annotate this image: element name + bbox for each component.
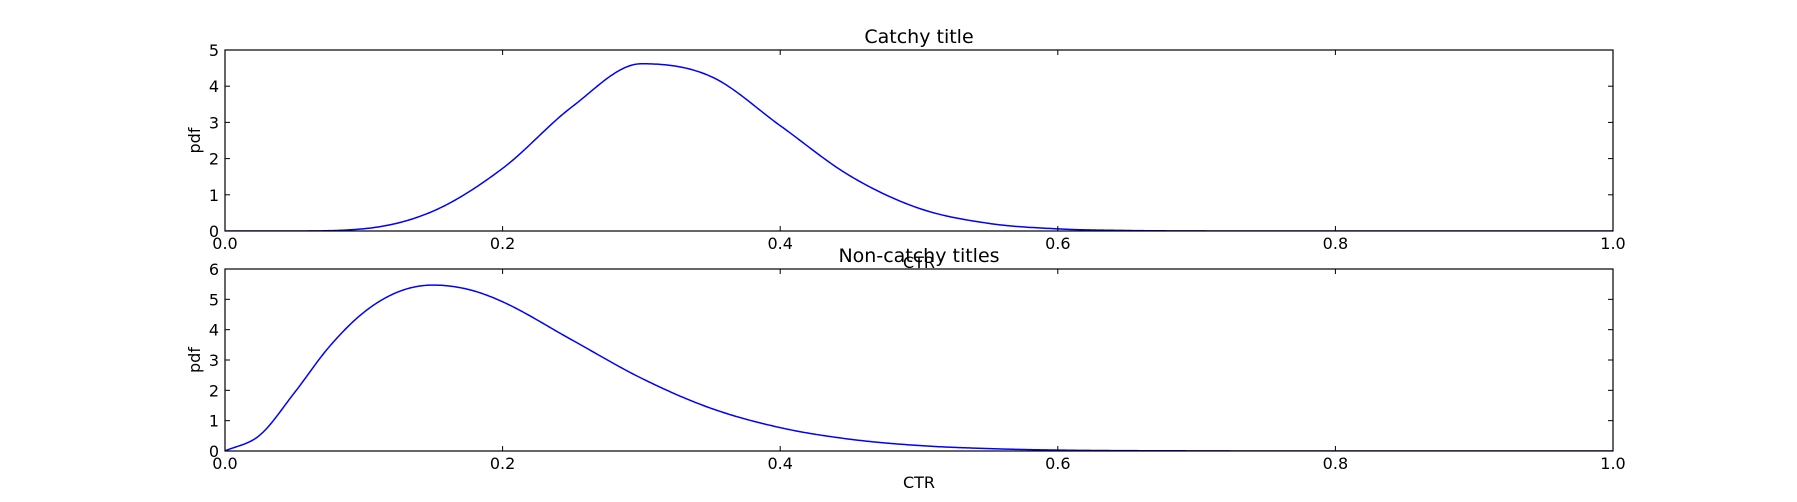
x-tick-label: 0.2 xyxy=(490,454,515,473)
x-tick-label: 0.6 xyxy=(1045,234,1070,253)
y-axis-label: pdf xyxy=(185,127,204,153)
y-tick-label: 5 xyxy=(209,290,219,309)
x-tick-label: 0.2 xyxy=(490,234,515,253)
y-tick-label: 5 xyxy=(209,41,219,60)
y-tick-label: 0 xyxy=(209,442,219,461)
x-tick-label: 0.8 xyxy=(1323,454,1348,473)
axes-frame xyxy=(224,49,1614,232)
y-tick-label: 6 xyxy=(209,260,219,279)
x-tick-label: 0.4 xyxy=(767,234,792,253)
y-tick-label: 4 xyxy=(209,77,219,96)
x-tick-label: 1.0 xyxy=(1600,454,1625,473)
x-tick-label: 1.0 xyxy=(1600,234,1625,253)
y-tick-label: 1 xyxy=(209,412,219,431)
y-tick-label: 1 xyxy=(209,186,219,205)
y-tick-label: 4 xyxy=(209,321,219,340)
chart-title: Catchy title xyxy=(864,26,973,48)
series-line xyxy=(225,284,1613,451)
y-tick-label: 3 xyxy=(209,113,219,132)
chart-catchy-title: 0.0 0.2 0.4 0.6 0.8 1.0 0 1 2 3 4 5 Catchy title CTR p… xyxy=(185,26,1626,272)
x-axis-label: CTR xyxy=(903,253,935,272)
x-tick-label: 0.8 xyxy=(1323,234,1348,253)
x-tick-label: 0.6 xyxy=(1045,454,1070,473)
x-tick-label: 0.0 xyxy=(212,234,237,253)
y-tick-label: 2 xyxy=(209,150,219,169)
y-axis-label: pdf xyxy=(185,347,204,373)
axes-frame xyxy=(224,268,1614,452)
x-tick-label: 0.4 xyxy=(767,454,792,473)
series-line xyxy=(225,63,1613,231)
x-tick-label: 0.0 xyxy=(212,454,237,473)
y-tick-label: 0 xyxy=(209,222,219,241)
chart-non-catchy-titles: 0.0 0.2 0.4 0.6 0.8 1.0 0 1 2 3 4 5 6 Non-catchy titl… xyxy=(185,245,1626,492)
y-tick-label: 3 xyxy=(209,351,219,370)
x-axis-label: CTR xyxy=(903,473,935,492)
chart-title: Non-catchy titles xyxy=(838,245,999,267)
y-tick-label: 2 xyxy=(209,381,219,400)
